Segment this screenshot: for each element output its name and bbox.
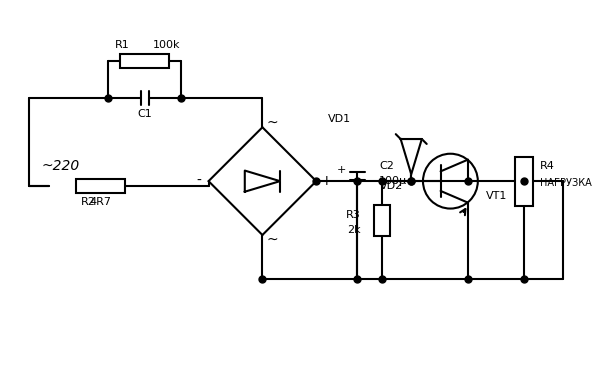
Text: R2: R2 <box>80 197 95 207</box>
Text: 100μ: 100μ <box>379 176 407 186</box>
Text: +: + <box>320 174 332 188</box>
Text: +: + <box>337 165 346 175</box>
Text: ~: ~ <box>266 115 278 129</box>
Text: ~: ~ <box>266 233 278 247</box>
Text: VD1: VD1 <box>328 114 351 124</box>
Text: VD2: VD2 <box>380 181 403 191</box>
Bar <box>121 54 169 68</box>
Text: R1: R1 <box>115 40 130 50</box>
Text: R3: R3 <box>346 211 361 220</box>
Text: VT1: VT1 <box>485 191 507 201</box>
Bar <box>374 205 389 236</box>
Text: 2k: 2k <box>347 225 361 235</box>
Polygon shape <box>401 139 422 174</box>
Bar <box>515 157 533 206</box>
Bar <box>76 179 125 193</box>
Text: C2: C2 <box>379 161 394 171</box>
Text: -: - <box>196 174 201 188</box>
Text: R4: R4 <box>539 161 554 171</box>
Polygon shape <box>245 171 280 192</box>
Text: 4R7: 4R7 <box>90 197 112 207</box>
Text: НАГРУЗКА: НАГРУЗКА <box>539 178 591 188</box>
Text: ~220: ~220 <box>41 159 79 173</box>
Text: 100k: 100k <box>153 40 180 50</box>
Text: C1: C1 <box>137 109 152 118</box>
